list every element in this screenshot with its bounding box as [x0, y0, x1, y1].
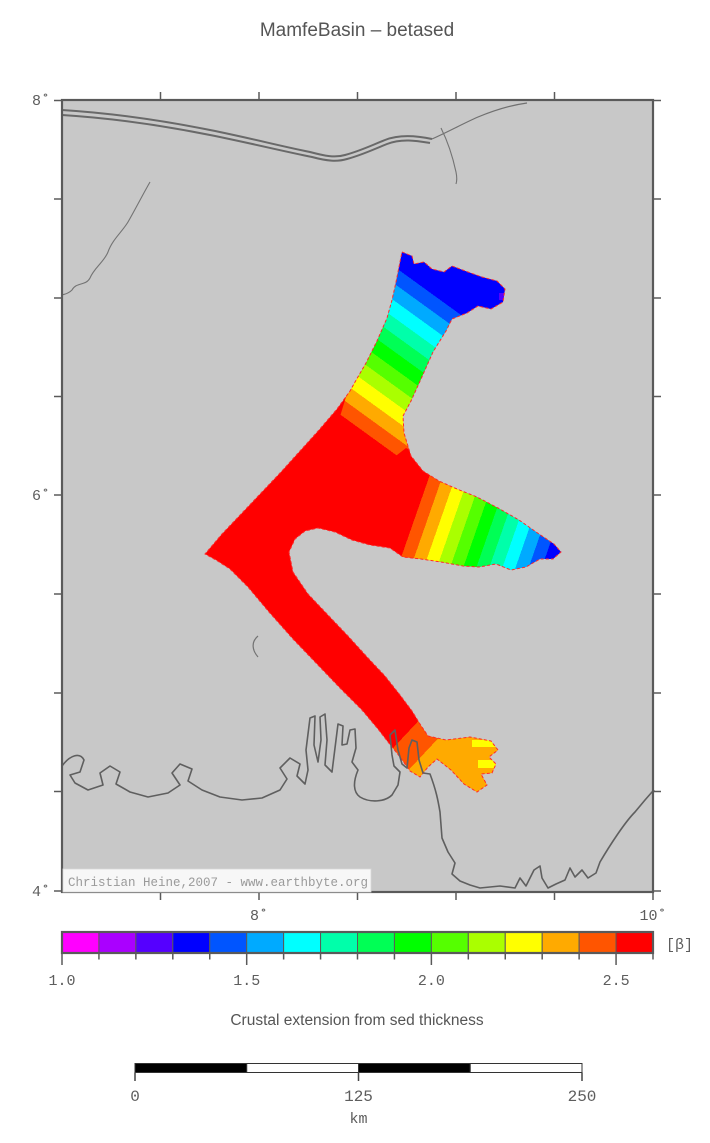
colorbar-unit-label: [β] [666, 937, 693, 954]
map-frame-ticks [54, 92, 661, 900]
colorbar-cell [320, 931, 358, 954]
distance-scale-bar: 0 125 250 km [130, 1063, 597, 1128]
colorbar-border [60, 930, 655, 955]
colorbar-cell [615, 931, 654, 954]
scale-segment-black [134, 1063, 248, 1073]
caption: Crustal extension from sed thickness [230, 1012, 484, 1029]
scale-label-250: 250 [568, 1088, 597, 1106]
y-axis-label-6: 6˚ [32, 488, 50, 505]
colorbar-cell [578, 931, 617, 954]
scale-segment-white [246, 1063, 359, 1073]
y-axis-label-4: 4˚ [32, 884, 50, 901]
attribution-text: Christian Heine,2007 - www.earthbyte.org [68, 876, 368, 890]
scale-unit-label: km [349, 1111, 367, 1128]
colorbar-label-1.0: 1.0 [48, 973, 75, 990]
colorbar-cell [61, 931, 100, 954]
river-west [61, 181, 151, 296]
scale-label-125: 125 [344, 1088, 373, 1106]
basin-beta-grid [204, 251, 562, 793]
scale-label-0: 0 [130, 1088, 140, 1106]
basin-east-arm [388, 448, 561, 582]
basin-ne-arm [330, 252, 520, 475]
page-title: MamfeBasin – betased [260, 20, 454, 41]
colorbar-cell [283, 931, 322, 954]
colorbar-cell [135, 931, 174, 954]
colorbar-label-1.5: 1.5 [233, 973, 260, 990]
colorbar-cell [541, 931, 580, 954]
basin-tail-tip [360, 688, 505, 792]
colorbar-cell [209, 931, 248, 954]
river-north [440, 127, 458, 185]
scale-segment-white [469, 1063, 583, 1073]
coastline-south [61, 713, 656, 889]
tail-yellow-patch [478, 760, 498, 768]
colorbar: 1.0 1.5 2.0 2.5 [β] [48, 930, 693, 990]
colorbar-cell [504, 931, 543, 954]
scale-segment-black [358, 1063, 471, 1073]
border-line-thin [431, 102, 528, 140]
land-squiggle [252, 635, 259, 658]
x-axis-label-8: 8˚ [250, 908, 268, 925]
colorbar-label-2.5: 2.5 [603, 973, 630, 990]
colorbar-cell [357, 931, 395, 954]
tail-yellow-patch [472, 740, 496, 747]
colorbar-ticks [61, 954, 654, 965]
colorbar-cell [430, 931, 469, 954]
colorbar-cell [172, 931, 211, 954]
y-axis-label-8: 8˚ [32, 93, 50, 110]
attribution-box [62, 868, 372, 893]
colorbar-cell [98, 931, 137, 954]
country-border-lines [61, 109, 433, 162]
colorbar-label-2.0: 2.0 [418, 973, 445, 990]
colorbar-cell [246, 931, 285, 954]
colorbar-cell [393, 931, 432, 954]
map-panel: Christian Heine,2007 - www.earthbyte.org… [32, 92, 667, 925]
colorbar-cell [467, 931, 506, 954]
x-axis-label-10: 10˚ [639, 908, 666, 925]
knob-violet-pixel [499, 293, 505, 300]
